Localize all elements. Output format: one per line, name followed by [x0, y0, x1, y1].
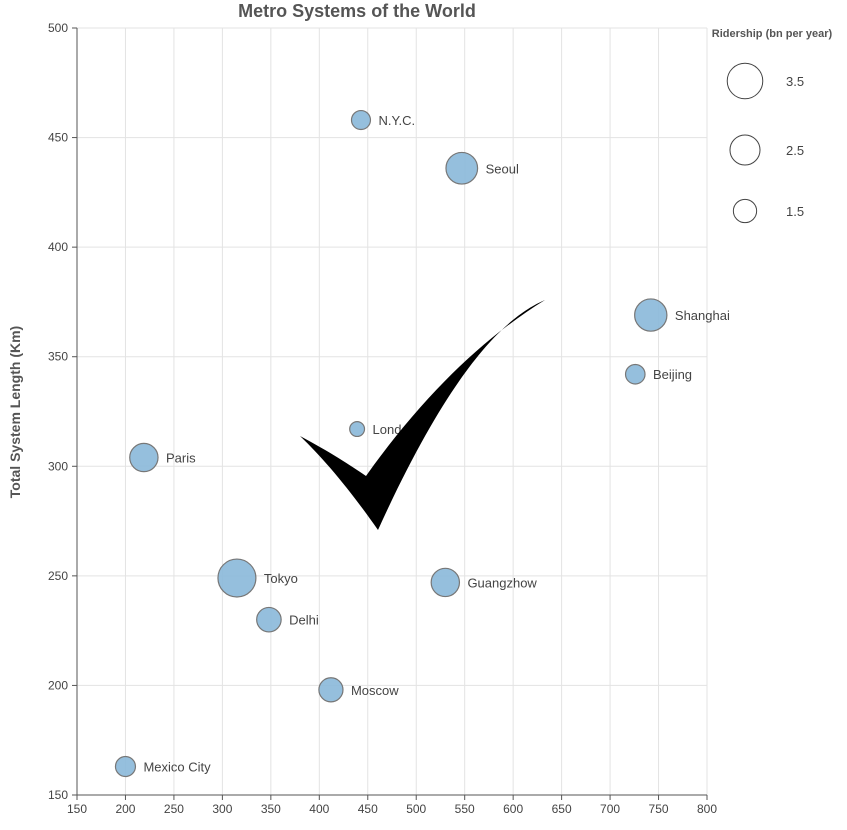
x-tick-label: 350 — [261, 802, 281, 816]
bubble-point — [129, 442, 159, 473]
y-tick-label: 200 — [48, 678, 68, 692]
bubble-series: N.Y.C.SeoulShanghaiBeijingLondonParisTok… — [114, 109, 730, 778]
legend-size-circle — [726, 62, 764, 100]
bubble-point — [114, 755, 137, 778]
bubble-label: N.Y.C. — [378, 113, 415, 128]
legend-title: Ridership (bn per year) — [712, 28, 833, 40]
bubble-point — [430, 567, 461, 598]
legend-size-circle — [729, 134, 761, 166]
grid-lines — [76, 27, 708, 796]
bubble-point — [624, 363, 646, 385]
bubble-label: Seoul — [486, 161, 519, 176]
bubble-point — [217, 558, 257, 598]
bubble-label: Paris — [166, 451, 196, 466]
y-tick-label: 150 — [48, 788, 68, 802]
x-tick-label: 800 — [697, 802, 717, 816]
legend-size-label: 3.5 — [786, 74, 804, 89]
bubble-point — [256, 606, 282, 633]
bubble-point — [445, 151, 479, 185]
bubble-label: Moscow — [351, 683, 399, 698]
chart-title: Metro Systems of the World — [238, 1, 476, 21]
y-tick-label: 250 — [48, 569, 68, 583]
x-tick-label: 700 — [600, 802, 620, 816]
bubble-label: Mexico City — [143, 760, 211, 775]
bubble-point — [634, 298, 668, 332]
legend-size-circle — [732, 198, 758, 224]
bubble-label: Guangzhow — [467, 575, 537, 590]
checkmark-icon — [300, 300, 545, 530]
y-tick-label: 450 — [48, 131, 68, 145]
bubble-label: Beijing — [653, 367, 692, 382]
x-tick-label: 750 — [649, 802, 669, 816]
y-tick-label: 500 — [48, 21, 68, 35]
legend-size-label: 1.5 — [786, 204, 804, 219]
bubble-point — [349, 421, 366, 438]
size-legend: Ridership (bn per year) 3.5 2.5 1.5 — [712, 28, 833, 224]
x-tick-label: 250 — [164, 802, 184, 816]
x-tick-label: 200 — [115, 802, 135, 816]
x-tick-label: 400 — [309, 802, 329, 816]
bubble-point — [350, 109, 372, 131]
x-tick-label: 450 — [358, 802, 378, 816]
x-tick-label: 300 — [212, 802, 232, 816]
bubble-label: Shanghai — [675, 308, 730, 323]
bubble-label: Delhi — [289, 613, 319, 628]
x-tick-label: 600 — [503, 802, 523, 816]
x-tick-label: 150 — [67, 802, 87, 816]
y-tick-label: 300 — [48, 459, 68, 473]
legend-size-label: 2.5 — [786, 143, 804, 158]
x-tick-label: 500 — [406, 802, 426, 816]
y-tick-label: 350 — [48, 350, 68, 364]
bubble-point — [318, 677, 344, 703]
bubble-label: Tokyo — [264, 571, 298, 586]
y-axis-label: Total System Length (Km) — [7, 326, 23, 498]
x-tick-label: 550 — [455, 802, 475, 816]
y-tick-label: 400 — [48, 240, 68, 254]
x-tick-label: 650 — [552, 802, 572, 816]
axes: 150 200 250 300 350 400 450 500 550 600 650 700 750 8… — [48, 21, 717, 816]
